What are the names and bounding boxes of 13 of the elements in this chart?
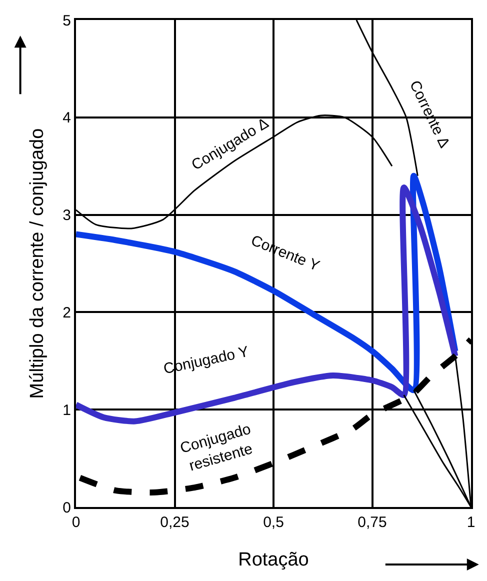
text: Conjugado Y [162, 343, 250, 378]
x-tick-label: 0,5 [263, 514, 284, 531]
y-tick-label: 5 [62, 12, 71, 30]
y-tick-label: 3 [62, 207, 71, 224]
x-axis-title: Rotação [238, 549, 309, 570]
y-tick-label: 2 [62, 304, 71, 322]
x-tick-label: 0,25 [160, 514, 190, 531]
y-tick-label: 4 [62, 110, 71, 127]
y-tick-label: 1 [62, 402, 71, 419]
y-tick-label: 0 [62, 499, 71, 516]
y-axis-title: Múltiplo da corrente / conjugado [27, 128, 48, 399]
x-tick-label: 0,75 [358, 514, 387, 531]
x-tick-label: 1 [466, 514, 476, 531]
